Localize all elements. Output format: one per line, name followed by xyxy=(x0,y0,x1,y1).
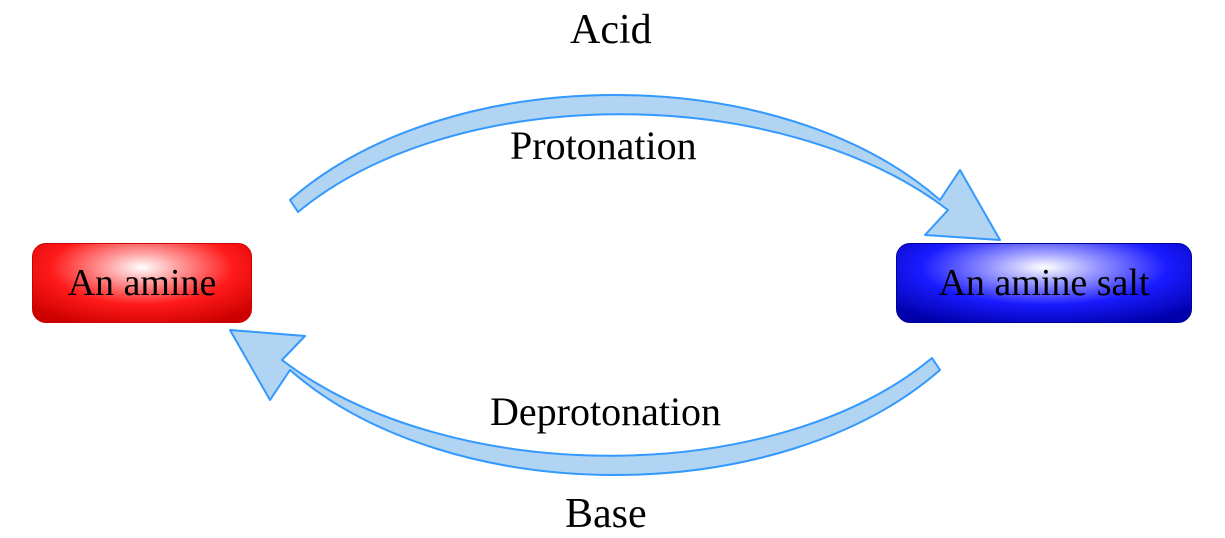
label-deprotonation: Deprotonation xyxy=(490,388,721,435)
label-acid: Acid xyxy=(570,6,652,54)
label-protonation: Protonation xyxy=(510,122,697,169)
label-base: Base xyxy=(565,490,647,538)
node-label-amine: An amine xyxy=(68,261,217,305)
node-amine: An amine xyxy=(32,243,252,323)
node-amine_salt: An amine salt xyxy=(896,243,1192,323)
node-label-amine_salt: An amine salt xyxy=(938,261,1149,305)
